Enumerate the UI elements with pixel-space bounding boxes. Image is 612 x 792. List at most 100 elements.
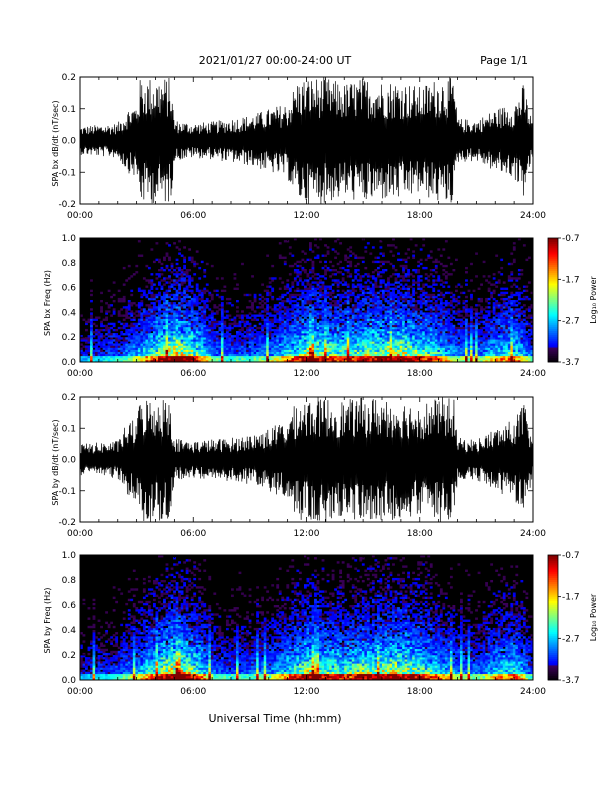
spectrogram-cell: [185, 275, 189, 278]
spectrogram-cell: [271, 289, 275, 293]
spectrogram-cell: [422, 343, 426, 346]
spectrogram-cell: [251, 355, 254, 359]
spectrogram-cell: [241, 357, 244, 361]
spectrogram-cell: [394, 322, 398, 326]
spectrogram-cell: [278, 351, 282, 355]
spectrogram-cell: [384, 359, 388, 363]
spectrogram-cell: [160, 322, 164, 326]
spectrogram-cell: [351, 285, 355, 288]
spectrogram-cell: [437, 320, 441, 324]
spectrogram-cell: [266, 304, 270, 307]
spectrogram-cell: [147, 297, 151, 301]
spectrogram-cell: [376, 339, 380, 342]
spectrogram-cell: [387, 341, 390, 344]
spectrogram-cell: [125, 314, 129, 317]
spectrogram-cell: [208, 331, 212, 334]
spectrogram-cell: [80, 339, 83, 342]
spectrogram-cell: [291, 353, 295, 357]
spectrogram-cell: [278, 343, 282, 346]
spectrogram-cell: [278, 320, 282, 324]
spectrogram-cell: [193, 273, 197, 276]
spectrogram-cell: [314, 335, 317, 338]
spectrogram-cell: [424, 326, 428, 330]
spectrogram-cell: [220, 328, 224, 332]
spectrogram-cell: [376, 335, 380, 338]
spectrogram-cell: [112, 324, 116, 328]
spectrogram-cell: [369, 293, 373, 297]
spectrogram-cell: [356, 333, 360, 336]
spectrogram-cell: [268, 322, 272, 326]
spectrogram-cell: [112, 345, 116, 348]
spectrogram-cell: [439, 254, 443, 257]
spectrogram-cell: [301, 295, 305, 299]
spectrogram-cell: [412, 283, 416, 286]
spectrogram-cell: [465, 355, 468, 359]
spectrogram-cell: [301, 355, 305, 359]
spectrogram-cell: [102, 328, 106, 332]
spectrogram-cell: [125, 308, 129, 311]
spectrogram-cell: [387, 353, 390, 357]
spectrogram-cell: [276, 310, 280, 313]
spectrogram-cell: [107, 289, 111, 293]
spectrogram-cell: [422, 320, 426, 324]
spectrogram-cell: [422, 324, 426, 328]
spectrogram-cell: [213, 326, 217, 330]
spectrogram-cell: [351, 283, 355, 286]
spectrogram-cell: [107, 349, 111, 352]
spectrogram-cell: [261, 295, 265, 299]
spectrogram-cell: [298, 349, 302, 352]
spectrogram-cell: [125, 345, 129, 348]
spectrogram-cell: [371, 335, 375, 338]
spectrogram-cell: [205, 353, 209, 357]
spectrogram-cell: [321, 306, 325, 309]
spectrogram-cell: [140, 318, 144, 321]
spectrogram-cell: [424, 302, 428, 305]
spectrogram-cell: [334, 279, 337, 282]
spectrogram-cell: [454, 333, 458, 336]
spectrogram-cell: [412, 337, 416, 340]
spectrogram-cell: [286, 345, 290, 348]
spectrogram-cell: [163, 351, 166, 355]
spectrogram-cell: [387, 335, 390, 338]
spectrogram-cell: [180, 335, 184, 338]
spectrogram-cell: [140, 359, 144, 363]
spectrogram-cell: [152, 320, 156, 324]
spectrogram-cell: [427, 279, 431, 282]
y-tick-label: 0.2: [62, 73, 76, 83]
spectrogram-cell: [271, 349, 275, 352]
spectrogram-cell: [301, 314, 305, 317]
spectrogram-cell: [399, 279, 403, 282]
spectrogram-cell: [361, 318, 365, 321]
spectrogram-cell: [376, 322, 380, 326]
spectrogram-cell: [127, 264, 131, 268]
spectrogram-cell: [429, 345, 433, 348]
spectrogram-cell: [467, 343, 471, 346]
spectrogram-cell: [218, 337, 222, 340]
spectrogram-cell: [407, 289, 410, 293]
spectrogram-cell: [311, 324, 315, 328]
spectrogram-cell: [253, 347, 257, 350]
spectrogram-cell: [155, 355, 159, 359]
spectrogram-cell: [193, 264, 197, 268]
spectrogram-cell: [185, 320, 189, 324]
spectrogram-cell: [314, 357, 317, 361]
spectrogram-cell: [173, 345, 176, 348]
spectrogram-cell: [424, 347, 428, 350]
spectrogram-cell: [329, 285, 332, 288]
spectrogram-cell: [369, 335, 373, 338]
spectrogram-cell: [188, 285, 192, 288]
spectrogram-cell: [356, 293, 360, 297]
spectrogram-cell: [336, 349, 340, 352]
spectrogram-cell: [379, 312, 383, 315]
spectrogram-cell: [158, 343, 161, 346]
spectrogram-cell: [213, 324, 217, 328]
spectrogram-cell: [407, 324, 410, 328]
spectrogram-cell: [213, 289, 217, 293]
spectrogram-cell: [414, 359, 418, 363]
spectrogram-cell: [213, 331, 217, 334]
spectrogram-cell: [341, 331, 345, 334]
spectrogram-cell: [334, 351, 337, 355]
spectrogram-cell: [246, 335, 249, 338]
spectrogram-cell: [80, 343, 83, 346]
spectrogram-cell: [316, 359, 320, 363]
